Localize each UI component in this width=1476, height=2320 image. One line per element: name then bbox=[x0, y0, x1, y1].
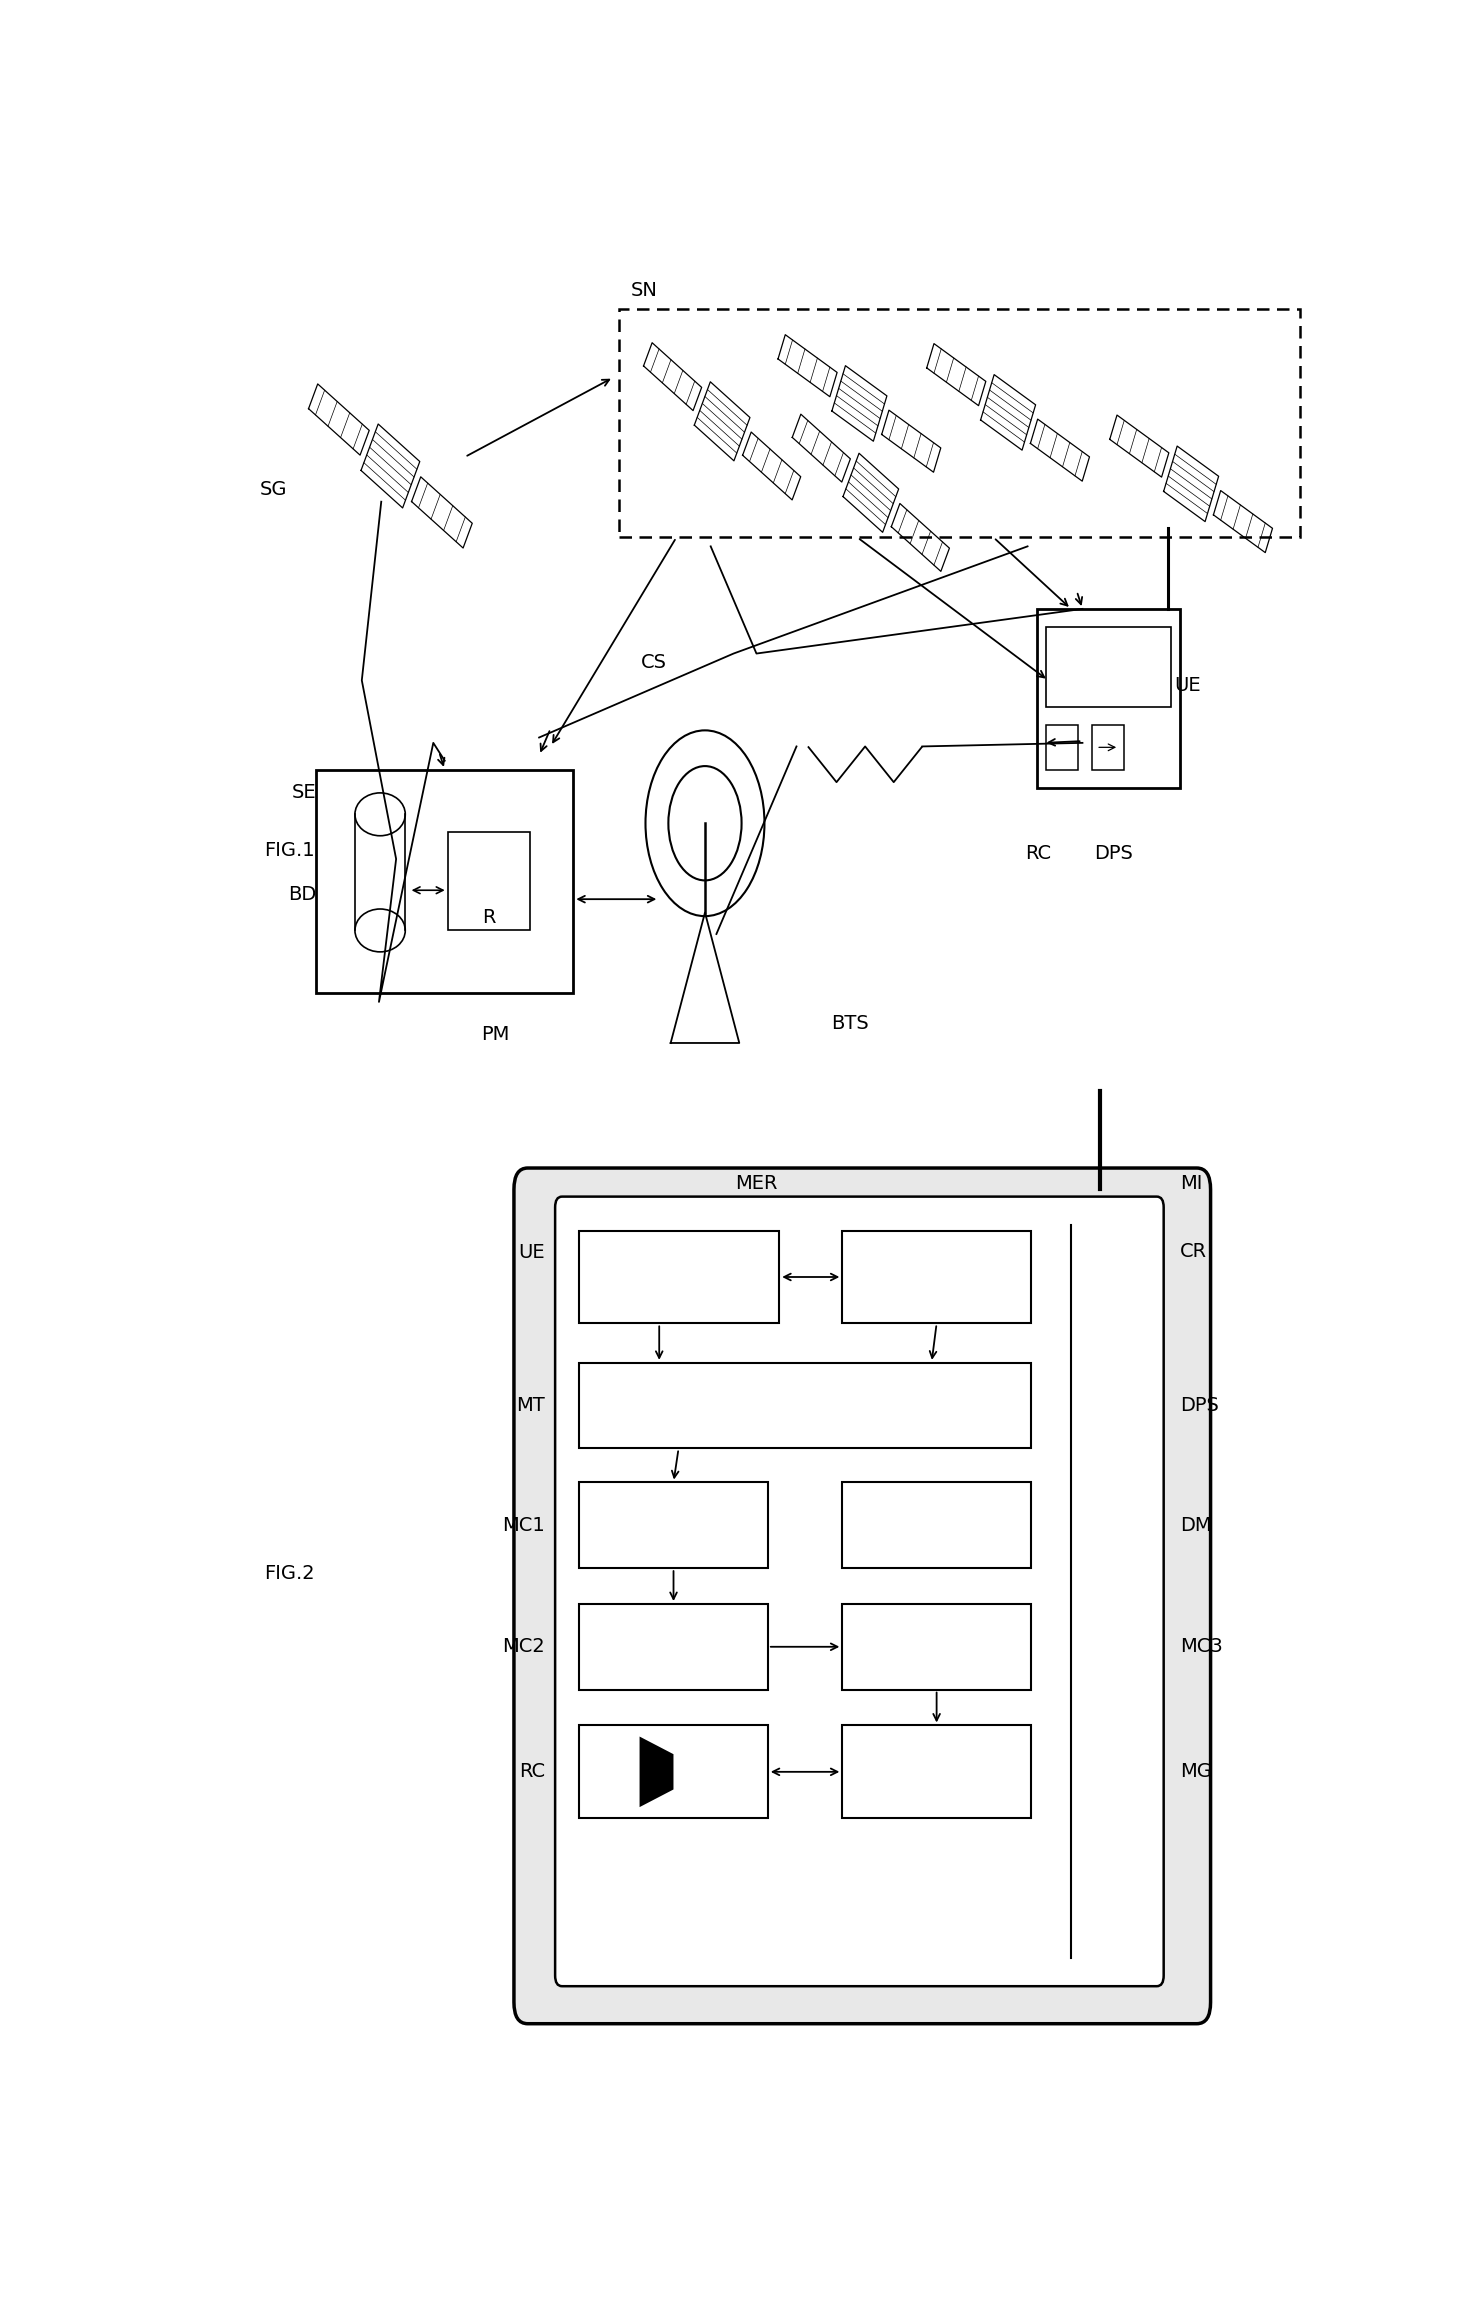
Bar bbox=[1092, 724, 1123, 770]
Bar bbox=[843, 1482, 1032, 1568]
Bar bbox=[579, 1230, 779, 1322]
Text: BD: BD bbox=[288, 886, 316, 905]
Bar bbox=[579, 1482, 768, 1568]
Text: SE: SE bbox=[291, 784, 316, 803]
Text: MT: MT bbox=[517, 1397, 545, 1415]
Text: MG: MG bbox=[1179, 1763, 1212, 1782]
Text: SG: SG bbox=[260, 480, 288, 499]
Text: RC: RC bbox=[1026, 844, 1051, 863]
Bar bbox=[620, 309, 1300, 538]
Bar bbox=[447, 833, 530, 930]
Bar bbox=[1046, 724, 1077, 770]
Text: MC1: MC1 bbox=[502, 1515, 545, 1536]
Bar bbox=[316, 770, 573, 993]
Text: CS: CS bbox=[641, 652, 667, 673]
FancyBboxPatch shape bbox=[555, 1197, 1163, 1986]
Text: MER: MER bbox=[735, 1174, 778, 1192]
Text: DPS: DPS bbox=[1179, 1397, 1219, 1415]
Text: DM: DM bbox=[1179, 1515, 1212, 1536]
Bar bbox=[1046, 626, 1170, 708]
Text: DPS: DPS bbox=[1094, 844, 1132, 863]
Text: FIG.2: FIG.2 bbox=[264, 1564, 316, 1582]
Text: PM: PM bbox=[481, 1025, 509, 1044]
Text: FIG.1: FIG.1 bbox=[264, 840, 316, 858]
Text: UE: UE bbox=[518, 1244, 545, 1262]
Bar bbox=[579, 1603, 768, 1689]
Bar bbox=[1036, 608, 1179, 786]
FancyBboxPatch shape bbox=[514, 1167, 1210, 2023]
Text: RC: RC bbox=[518, 1763, 545, 1782]
Text: BTS: BTS bbox=[831, 1014, 868, 1032]
Bar bbox=[843, 1726, 1032, 1819]
Bar bbox=[579, 1362, 1032, 1448]
Text: UE: UE bbox=[1173, 675, 1200, 696]
Text: MC2: MC2 bbox=[502, 1638, 545, 1656]
Bar bbox=[579, 1726, 768, 1819]
Text: MI: MI bbox=[1179, 1174, 1201, 1192]
Bar bbox=[843, 1603, 1032, 1689]
Text: CR: CR bbox=[1179, 1244, 1207, 1262]
Text: MC3: MC3 bbox=[1179, 1638, 1222, 1656]
Text: R: R bbox=[483, 909, 496, 928]
Polygon shape bbox=[639, 1738, 673, 1807]
Bar bbox=[843, 1230, 1032, 1322]
Text: SN: SN bbox=[630, 281, 657, 299]
